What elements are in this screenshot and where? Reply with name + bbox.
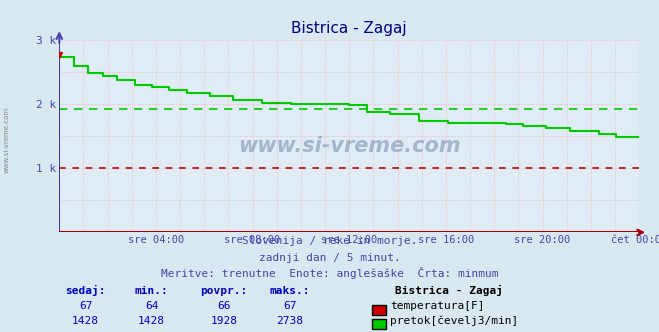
Text: 1428: 1428 <box>72 316 99 326</box>
Text: 66: 66 <box>217 301 231 311</box>
Text: Bistrica - Zagaj: Bistrica - Zagaj <box>395 285 503 296</box>
Text: Meritve: trenutne  Enote: anglešaške  Črta: minmum: Meritve: trenutne Enote: anglešaške Črta… <box>161 267 498 279</box>
Text: min.:: min.: <box>134 286 169 296</box>
Text: temperatura[F]: temperatura[F] <box>390 301 484 311</box>
Text: 67: 67 <box>79 301 92 311</box>
Text: maks.:: maks.: <box>270 286 310 296</box>
Title: Bistrica - Zagaj: Bistrica - Zagaj <box>291 21 407 36</box>
Text: www.si-vreme.com: www.si-vreme.com <box>238 136 461 156</box>
Text: zadnji dan / 5 minut.: zadnji dan / 5 minut. <box>258 253 401 263</box>
Text: 1428: 1428 <box>138 316 165 326</box>
Text: povpr.:: povpr.: <box>200 286 248 296</box>
Text: 2738: 2738 <box>277 316 303 326</box>
Text: 1928: 1928 <box>211 316 237 326</box>
Text: www.si-vreme.com: www.si-vreme.com <box>3 106 9 173</box>
Text: 64: 64 <box>145 301 158 311</box>
Text: sedaj:: sedaj: <box>65 285 106 296</box>
Text: pretok[čevelj3/min]: pretok[čevelj3/min] <box>390 315 519 326</box>
Text: Slovenija / reke in morje.: Slovenija / reke in morje. <box>242 236 417 246</box>
Text: 67: 67 <box>283 301 297 311</box>
